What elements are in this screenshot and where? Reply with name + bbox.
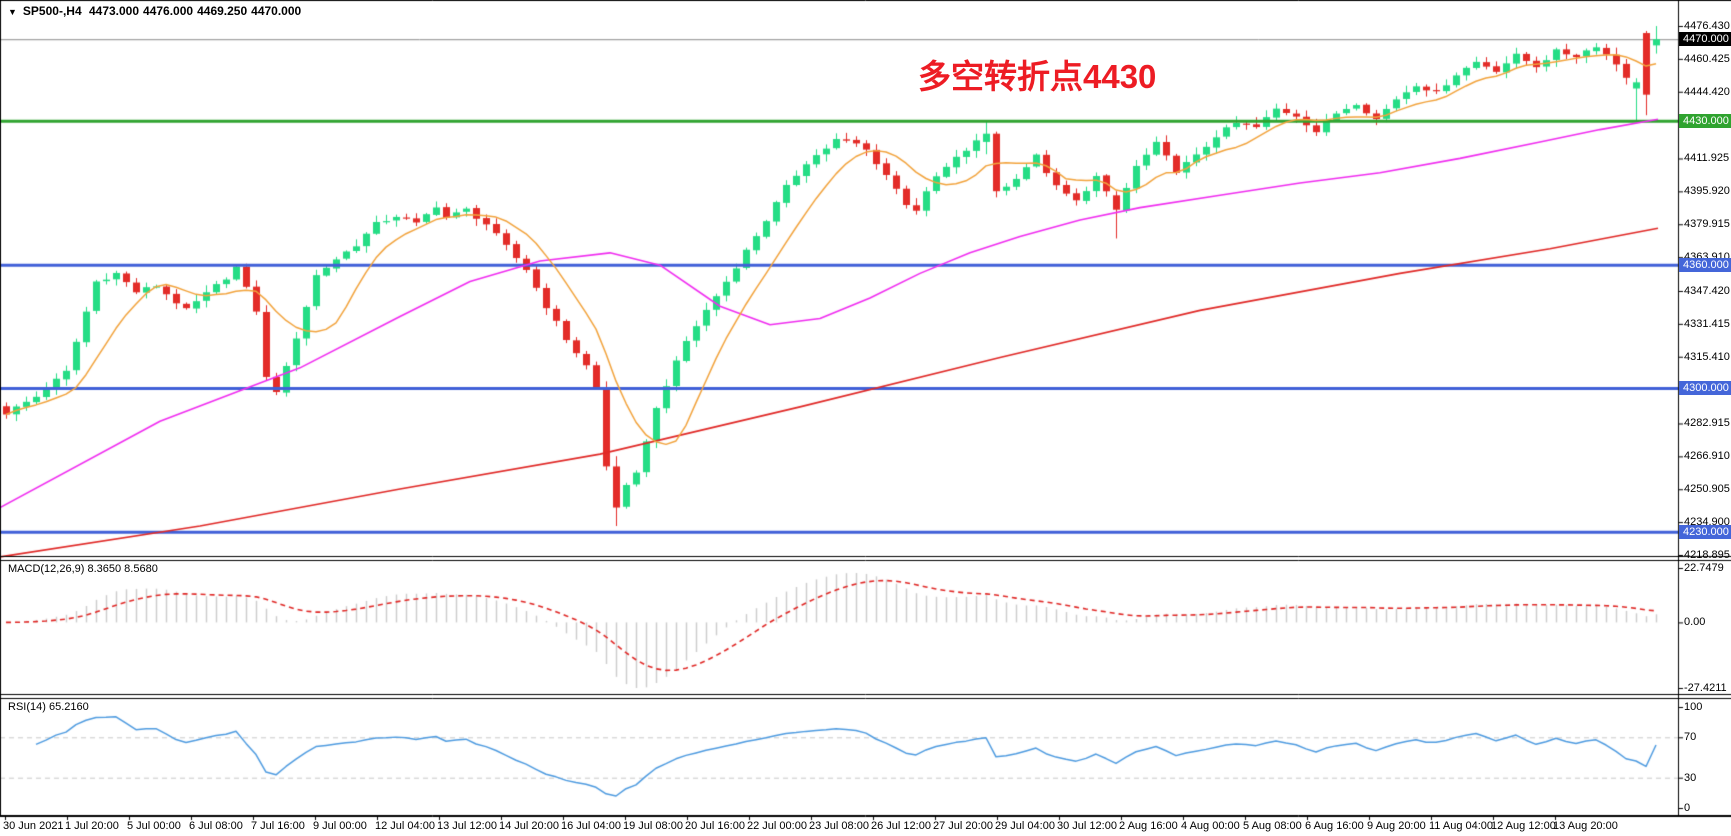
time-axis-label: 2 Aug 16:00	[1119, 820, 1178, 832]
rsi-tick-label: 70	[1684, 731, 1697, 744]
price-tick-label: 4460.425	[1684, 52, 1730, 65]
time-axis-label: 19 Jul 08:00	[623, 820, 683, 832]
price-tick-label: 4379.915	[1684, 218, 1730, 231]
price-tick-label: 4250.905	[1684, 483, 1730, 496]
time-axis-label: 29 Jul 04:00	[995, 820, 1055, 832]
price-line-badge: 4430.000	[1679, 114, 1731, 129]
price-tick-label: 4331.415	[1684, 317, 1730, 330]
window-title: ▼ SP500-,H4 4473.000 4476.000 4469.250 4470.…	[8, 4, 305, 18]
time-axis-label: 22 Jul 00:00	[747, 820, 807, 832]
price-tick-label: 4266.910	[1684, 450, 1730, 463]
rsi-panel[interactable]	[0, 699, 1678, 815]
price-line-badge: 4360.000	[1679, 258, 1731, 273]
time-axis-label: 20 Jul 16:00	[685, 820, 745, 832]
time-axis-label: 11 Aug 04:00	[1429, 820, 1494, 832]
rsi-label: RSI(14) 65.2160	[8, 701, 89, 713]
time-axis-label: 9 Aug 20:00	[1367, 820, 1426, 832]
time-axis-label: 5 Jul 00:00	[127, 820, 181, 832]
macd-panel[interactable]	[0, 561, 1678, 694]
price-line-badge: 4470.000	[1679, 32, 1731, 47]
macd-tick-label: 0.00	[1684, 616, 1706, 629]
macd-label: MACD(12,26,9) 8.3650 8.5680	[8, 563, 158, 575]
price-line-badge: 4300.000	[1679, 381, 1731, 396]
price-tick-label: 4282.915	[1684, 417, 1730, 430]
trend-annotation: 多空转折点4430	[918, 58, 1157, 95]
time-axis-label: 30 Jul 12:00	[1057, 820, 1117, 832]
time-axis[interactable]: 30 Jun 2021 1 Jul 20:00 5 Jul 00:00 6 Jul 0…	[0, 817, 1731, 836]
price-tick-label: 4444.420	[1684, 85, 1730, 98]
symbol-period-label: SP500-,H4	[22, 4, 82, 18]
time-axis-label: 13 Jul 12:00	[437, 820, 497, 832]
time-axis-label: 5 Aug 08:00	[1243, 820, 1302, 832]
time-axis-label: 27 Jul 20:00	[933, 820, 993, 832]
price-tick-label: 4411.925	[1684, 152, 1730, 165]
ohlc-open: 4473.000	[88, 4, 140, 18]
price-line-badge: 4230.000	[1679, 525, 1731, 540]
time-axis-label: 23 Jul 08:00	[809, 820, 869, 832]
time-axis-label: 12 Jul 04:00	[375, 820, 435, 832]
price-tick-label: 4476.430	[1684, 20, 1730, 32]
time-axis-label: 9 Jul 00:00	[313, 820, 367, 832]
price-axis[interactable]: 4476.430 4460.425 4444.420 4411.925 4395.920…	[1679, 0, 1731, 816]
time-axis-label: 12 Aug 12:00	[1491, 820, 1556, 832]
time-axis-label: 13 Aug 20:00	[1553, 820, 1618, 832]
macd-tick-label: -27.4211	[1684, 682, 1727, 694]
time-axis-label: 30 Jun 2021	[3, 820, 64, 832]
time-axis-label: 6 Aug 16:00	[1305, 820, 1364, 832]
time-axis-label: 26 Jul 12:00	[871, 820, 931, 832]
symbol-dropdown-icon[interactable]: ▼	[8, 7, 17, 17]
rsi-tick-label: 30	[1684, 771, 1697, 784]
rsi-tick-label: 100	[1684, 701, 1703, 713]
time-axis-label: 7 Jul 16:00	[251, 820, 305, 832]
time-axis-label: 14 Jul 20:00	[499, 820, 559, 832]
ohlc-low: 4469.250	[197, 4, 248, 18]
ohlc-close: 4470.000	[251, 4, 302, 18]
price-tick-label: 4395.920	[1684, 185, 1730, 198]
time-axis-label: 6 Jul 08:00	[189, 820, 243, 832]
time-axis-label: 16 Jul 04:00	[561, 820, 621, 832]
time-axis-label: 4 Aug 00:00	[1181, 820, 1240, 832]
ohlc-high: 4476.000	[143, 4, 194, 18]
time-axis-label: 1 Jul 20:00	[65, 820, 119, 832]
price-tick-label: 4347.420	[1684, 284, 1730, 297]
rsi-tick-label: 0	[1684, 802, 1691, 814]
price-tick-label: 4218.895	[1684, 549, 1730, 561]
main-chart-panel[interactable]	[0, 2, 1678, 556]
macd-tick-label: 22.7479	[1684, 562, 1724, 574]
price-tick-label: 4315.410	[1684, 350, 1730, 363]
price-tick-label: 4234.900	[1684, 516, 1730, 529]
